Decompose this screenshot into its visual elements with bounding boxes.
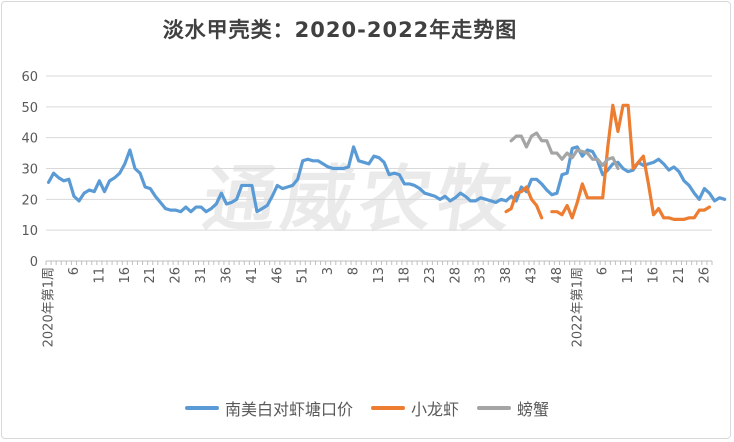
legend-swatch-crayfish xyxy=(370,406,405,410)
x-tick-label: 38 xyxy=(499,267,514,284)
legend-label-crayfish: 小龙虾 xyxy=(410,400,459,419)
legend-item-crab: 螃蟹 xyxy=(477,396,549,420)
x-tick-label: 11 xyxy=(92,267,107,284)
x-tick-label: 3 xyxy=(321,267,336,275)
x-tick-label: 31 xyxy=(194,267,209,284)
x-tick-label: 16 xyxy=(647,267,662,284)
legend-label-crab: 螃蟹 xyxy=(517,400,550,419)
y-tick-label: 30 xyxy=(21,163,38,178)
x-tick-label: 21 xyxy=(143,267,158,284)
x-tick-label: 6 xyxy=(596,267,611,275)
y-tick-label: 20 xyxy=(21,193,38,208)
x-tick-label: 6 xyxy=(67,267,82,275)
x-tick-label: 46 xyxy=(270,267,285,284)
x-tick-label: 8 xyxy=(347,267,362,275)
gridlines xyxy=(46,75,712,231)
x-tick-label: 2020年第1周 xyxy=(42,267,57,347)
series-line-1 xyxy=(504,185,544,220)
series-line-0 xyxy=(46,145,727,214)
chart-title: 淡水甲壳类：2020-2022年走势图 xyxy=(162,18,518,42)
y-tick-label: 60 xyxy=(21,70,38,85)
series-lines xyxy=(46,103,727,221)
x-tick-label: 16 xyxy=(118,267,133,284)
x-tick-label: 43 xyxy=(525,267,540,284)
x-tick-label: 23 xyxy=(423,267,438,284)
x-tick-label: 21 xyxy=(672,267,687,284)
x-tick-label: 26 xyxy=(169,267,184,284)
x-tick-label: 51 xyxy=(296,267,311,284)
series-line-2 xyxy=(509,131,620,171)
y-tick-label: 0 xyxy=(30,255,38,270)
y-tick-label: 50 xyxy=(21,101,38,116)
legend-label-shrimp: 南美白对虾塘口价 xyxy=(224,400,353,419)
x-tick-label: 2022年第1周 xyxy=(570,267,585,347)
x-tick-label: 28 xyxy=(448,267,463,284)
legend-swatch-shrimp xyxy=(184,406,219,410)
series-line-1 xyxy=(550,103,712,221)
legend-swatch-crab xyxy=(477,406,511,410)
legend-item-crayfish: 小龙虾 xyxy=(370,396,459,420)
x-tick-label: 11 xyxy=(621,267,636,284)
legend: 南美白对虾塘口价 小龙虾 螃蟹 xyxy=(0,396,734,420)
x-axis: 2020年第1周 6 11 16 21 26 31 36 41 46 51 3 8 13 18 23 28 33 3… xyxy=(42,260,713,347)
x-tick-label: 18 xyxy=(397,267,412,284)
x-tick-label: 41 xyxy=(245,267,260,284)
x-tick-label: 13 xyxy=(372,267,387,284)
x-tick-label: 36 xyxy=(219,267,234,284)
x-tick-label: 33 xyxy=(474,267,489,284)
x-tick-label: 48 xyxy=(550,267,565,284)
x-tick-label: 26 xyxy=(697,267,712,284)
y-axis-ticks: 0 10 20 30 40 50 60 xyxy=(21,70,38,270)
y-tick-label: 40 xyxy=(21,132,38,147)
y-tick-label: 10 xyxy=(21,224,38,239)
legend-item-shrimp: 南美白对虾塘口价 xyxy=(184,396,353,420)
